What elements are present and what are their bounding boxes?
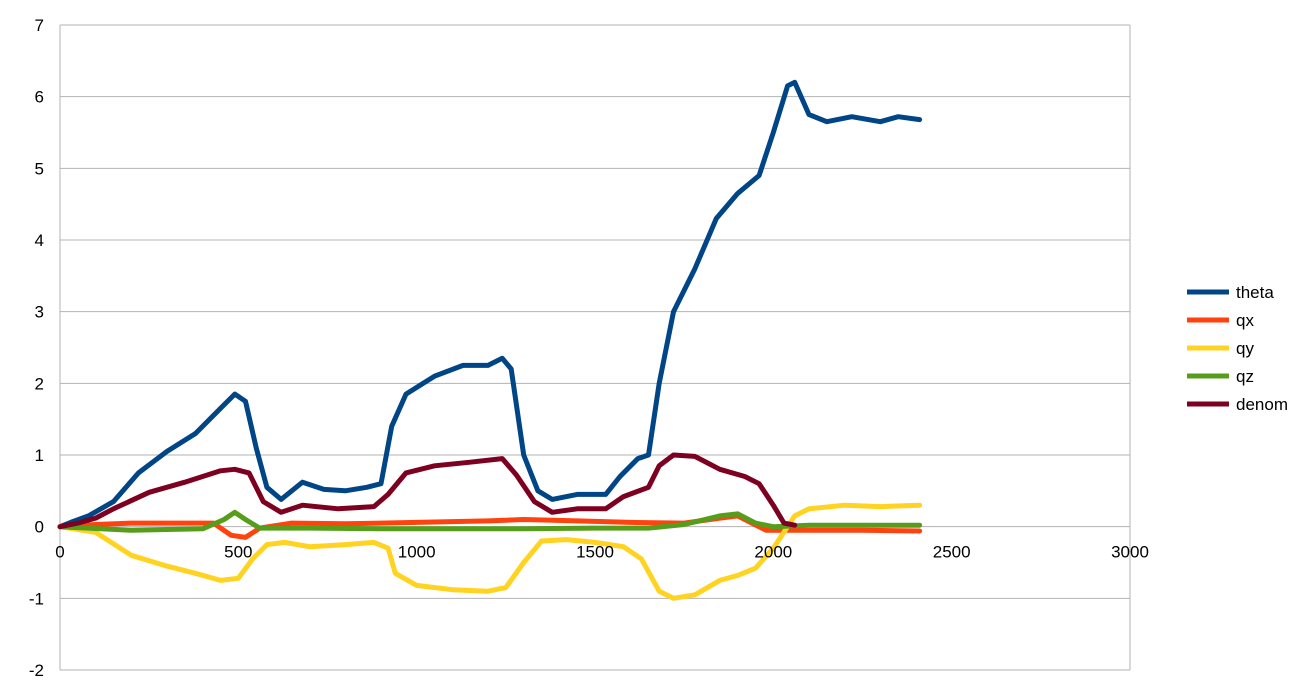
y-tick-label: 0 <box>35 518 44 537</box>
series-line-qz <box>57 509 923 533</box>
legend-label-qz: qz <box>1236 367 1254 386</box>
series-line-qy <box>57 502 923 601</box>
y-tick-label: -2 <box>29 661 44 680</box>
series-line-theta <box>57 79 923 530</box>
legend: theta qx qy qz denom <box>1187 283 1288 414</box>
x-tick-label: 1000 <box>398 543 436 562</box>
x-tick-label: 0 <box>55 543 64 562</box>
gridlines <box>60 24 1130 671</box>
x-tick-label: 1500 <box>576 543 614 562</box>
y-tick-label: -1 <box>29 589 44 608</box>
y-tick-label: 1 <box>35 446 44 465</box>
y-tick-label: 2 <box>35 374 44 393</box>
x-tick-label: 2500 <box>933 543 971 562</box>
y-tick-label: 7 <box>35 16 44 35</box>
x-tick-label: 2000 <box>754 543 792 562</box>
series-line-denom <box>57 452 798 530</box>
y-tick-label: 3 <box>35 303 44 322</box>
x-tick-label: 500 <box>224 543 252 562</box>
series-lines <box>57 79 923 601</box>
y-tick-label: 5 <box>35 159 44 178</box>
y-tick-label: 6 <box>35 88 44 107</box>
x-tick-labels: 0 500 1000 1500 2000 2500 3000 <box>55 543 1149 562</box>
y-tick-label: 4 <box>35 231 44 250</box>
legend-label-denom: denom <box>1236 395 1288 414</box>
y-tick-labels: -2 -1 0 1 2 3 4 5 6 7 <box>29 16 44 680</box>
x-tick-label: 3000 <box>1111 543 1149 562</box>
axes <box>59 25 1131 670</box>
legend-label-qx: qx <box>1236 311 1254 330</box>
legend-label-qy: qy <box>1236 339 1254 358</box>
legend-label-theta: theta <box>1236 283 1274 302</box>
